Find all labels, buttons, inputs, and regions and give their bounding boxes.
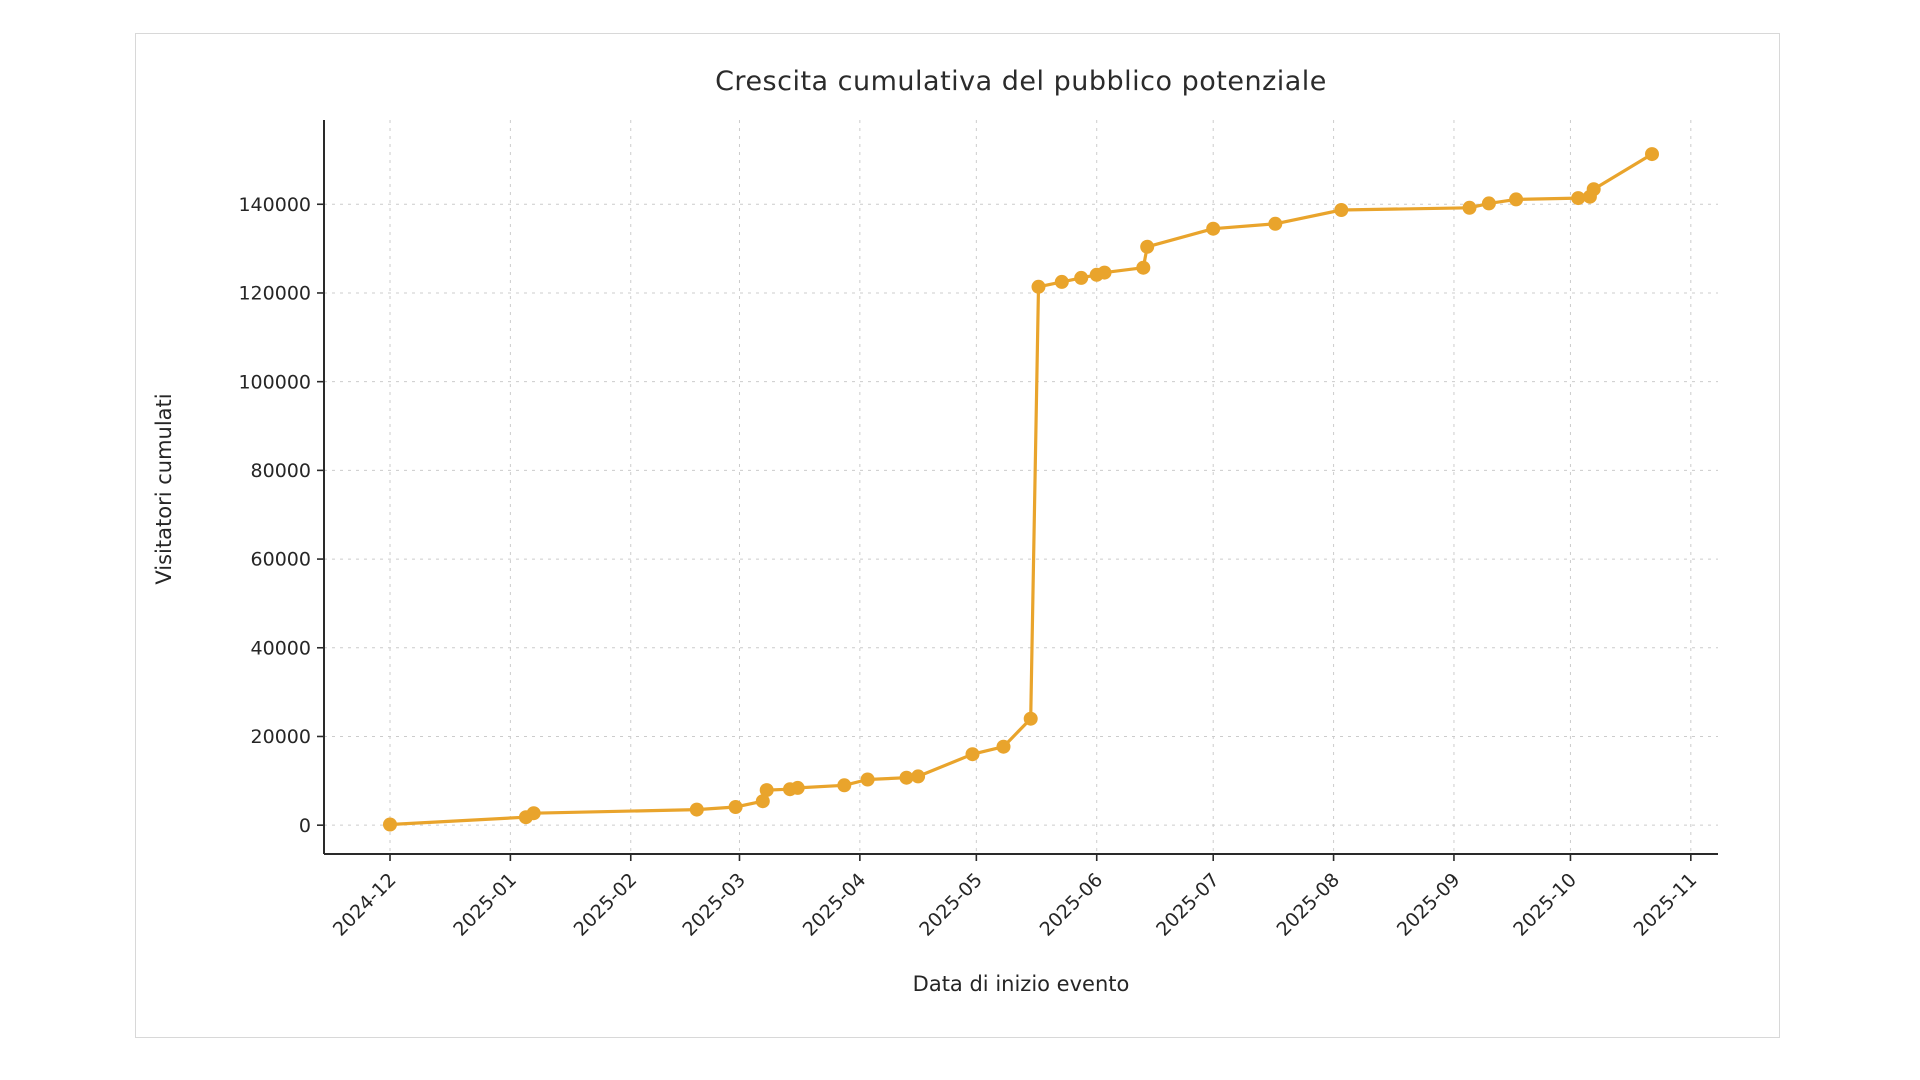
data-point bbox=[689, 802, 704, 817]
data-point bbox=[1462, 200, 1477, 215]
x-tick-label: 2025-05 bbox=[915, 869, 987, 941]
data-point bbox=[1031, 279, 1046, 294]
data-point bbox=[837, 778, 852, 793]
y-tick-label: 0 bbox=[299, 815, 311, 837]
data-point bbox=[1334, 203, 1349, 217]
data-point bbox=[526, 806, 541, 821]
data-point bbox=[911, 769, 926, 784]
x-tick-label: 2025-10 bbox=[1509, 869, 1581, 941]
data-point bbox=[1054, 274, 1069, 289]
data-point bbox=[965, 747, 980, 762]
y-tick-label: 120000 bbox=[238, 283, 311, 305]
y-tick-label: 40000 bbox=[251, 637, 311, 659]
x-tick-label: 2024-12 bbox=[329, 869, 401, 941]
data-point bbox=[1268, 216, 1283, 231]
data-point bbox=[1136, 260, 1151, 275]
y-tick-label: 140000 bbox=[238, 194, 311, 216]
data-point bbox=[1509, 192, 1524, 207]
data-point bbox=[790, 780, 805, 795]
data-point bbox=[899, 770, 914, 785]
grid bbox=[324, 120, 1718, 854]
data-point bbox=[755, 794, 770, 809]
data-point bbox=[1074, 270, 1089, 285]
data-point bbox=[759, 783, 774, 798]
series-line bbox=[388, 152, 1654, 827]
data-point bbox=[1140, 239, 1155, 254]
chart-figure: 0 20000 40000 60000 80000 100000 120000 140000 2… bbox=[135, 33, 1780, 1038]
data-point bbox=[728, 800, 743, 814]
y-tick-label: 20000 bbox=[251, 726, 311, 748]
data-point bbox=[1645, 147, 1659, 162]
data-point bbox=[1571, 191, 1586, 206]
y-tick-label: 100000 bbox=[238, 371, 311, 393]
y-tick-label: 80000 bbox=[251, 460, 311, 482]
series-markers bbox=[383, 147, 1659, 832]
data-point bbox=[1023, 711, 1038, 726]
x-tick-label: 2025-08 bbox=[1272, 869, 1344, 941]
data-point bbox=[383, 817, 397, 832]
x-tick-label: 2025-07 bbox=[1152, 869, 1224, 941]
x-tick-label: 2025-01 bbox=[449, 869, 521, 941]
x-axis-label: Data di inizio evento bbox=[912, 972, 1130, 996]
y-axis-label: Visitatori cumulati bbox=[152, 393, 176, 585]
data-point bbox=[996, 739, 1011, 754]
y-tick-label: 60000 bbox=[251, 549, 311, 571]
data-point bbox=[860, 772, 875, 787]
chart-title: Crescita cumulativa del pubblico potenzi… bbox=[715, 66, 1327, 97]
data-point bbox=[1586, 182, 1601, 197]
x-tick-label: 2025-02 bbox=[570, 869, 642, 941]
x-tick-label: 2025-11 bbox=[1630, 869, 1702, 941]
x-tick-label: 2025-03 bbox=[678, 869, 750, 941]
x-tick-label: 2025-06 bbox=[1036, 869, 1108, 941]
data-point bbox=[1097, 265, 1112, 280]
chart-canvas: 0 20000 40000 60000 80000 100000 120000 140000 2… bbox=[238, 120, 1718, 941]
x-tick-label: 2025-04 bbox=[799, 869, 871, 941]
data-point bbox=[1481, 196, 1496, 211]
x-tick-label: 2025-09 bbox=[1393, 869, 1465, 941]
data-point bbox=[1206, 221, 1221, 236]
